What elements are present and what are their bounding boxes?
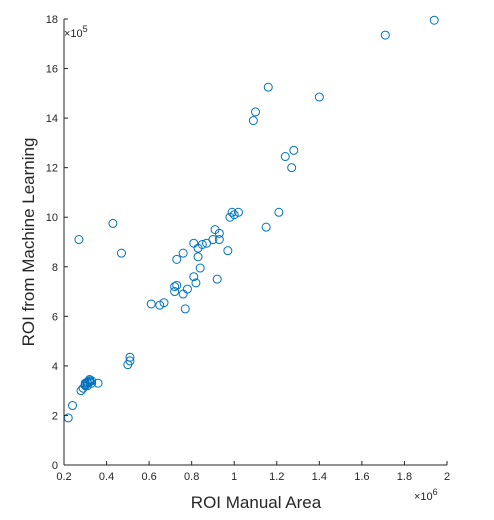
data-point [280, 152, 290, 162]
y-tick-label: 12 [46, 163, 58, 175]
data-point [68, 401, 78, 411]
data-point [125, 352, 135, 362]
y-tick-label: 6 [52, 311, 58, 323]
data-point [108, 218, 118, 228]
x-multiplier-base: ×10 [414, 491, 433, 503]
x-tick-label: 1.4 [312, 471, 327, 483]
data-point [82, 377, 92, 387]
data-point [182, 284, 192, 294]
y-tick-label: 8 [52, 262, 58, 274]
data-point [197, 239, 207, 249]
data-point [261, 222, 271, 232]
data-point [93, 378, 103, 388]
data-point [287, 163, 297, 173]
data-point [116, 248, 126, 258]
y-multiplier-base: ×10 [64, 28, 83, 40]
x-tick-label: 0.8 [184, 471, 199, 483]
data-point [170, 287, 180, 297]
y-tick-label: 4 [52, 361, 58, 373]
y-tick-label: 0 [52, 460, 58, 472]
y-tick-label: 10 [46, 212, 58, 224]
data-point [159, 298, 169, 308]
x-multiplier-exp: 6 [433, 487, 438, 497]
data-point [172, 254, 182, 264]
data-point [314, 92, 324, 102]
data-point [172, 280, 182, 290]
data-point [155, 300, 165, 310]
x-tick-label: 1.8 [397, 471, 412, 483]
data-point [289, 145, 299, 155]
x-tick-label: 0.4 [99, 471, 114, 483]
x-tick-label: 1.6 [354, 471, 369, 483]
x-axis-label: ROI Manual Area [191, 493, 322, 512]
y-axis-label: ROI from Machine Learning [19, 138, 38, 347]
data-point [229, 210, 239, 220]
x-tick-label: 0.6 [141, 471, 156, 483]
x-multiplier-label: ×106 [414, 487, 438, 503]
data-point [380, 30, 390, 40]
data-point [80, 378, 90, 388]
data-point [227, 207, 237, 217]
x-tick-label: 1 [231, 471, 237, 483]
data-point [233, 207, 243, 217]
plot-area [64, 19, 447, 465]
data-point [248, 116, 258, 126]
data-point [125, 356, 135, 366]
data-point [251, 107, 260, 117]
x-ticks: 0.2 0.4 0.6 0.8 1 1.2 1.4 1.6 1.8 2 [56, 461, 450, 483]
y-tick-label: 14 [46, 113, 58, 125]
y-tick-label: 16 [46, 64, 58, 76]
y-multiplier-label: ×105 [64, 24, 88, 40]
data-point [214, 228, 224, 238]
markers-layer [63, 15, 439, 423]
data-point [74, 235, 84, 245]
data-point [189, 272, 199, 282]
data-point [87, 378, 97, 388]
x-tick-label: 0.2 [56, 471, 71, 483]
y-tick-label: 18 [46, 14, 58, 26]
data-point [146, 299, 156, 309]
x-tick-label: 2 [444, 471, 450, 483]
y-multiplier-exp: 5 [83, 24, 88, 34]
data-point [170, 282, 180, 292]
data-point [180, 304, 190, 314]
data-point [263, 82, 273, 92]
data-point [223, 246, 233, 256]
data-point [225, 212, 235, 222]
data-point [195, 263, 205, 273]
data-point [214, 235, 224, 245]
y-ticks: 0 2 4 6 8 10 12 14 16 18 [46, 14, 68, 472]
data-point [429, 15, 439, 25]
data-point [85, 377, 95, 387]
data-point [208, 235, 218, 245]
data-point [274, 207, 284, 217]
y-tick-label: 2 [52, 410, 58, 422]
data-point [212, 274, 222, 284]
data-point [191, 278, 201, 288]
data-point [193, 252, 203, 262]
x-tick-label: 1.2 [269, 471, 284, 483]
data-point [178, 248, 188, 258]
